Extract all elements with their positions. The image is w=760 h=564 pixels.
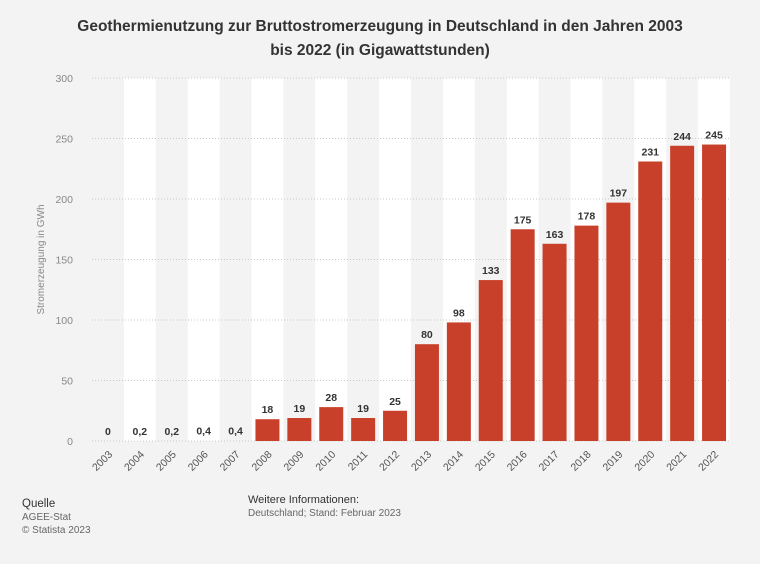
x-tick-label: 2011 xyxy=(346,449,371,474)
bar xyxy=(574,225,599,441)
data-label: 98 xyxy=(453,307,465,319)
bar xyxy=(478,280,503,441)
data-label: 0 xyxy=(105,426,111,438)
x-tick-label: 2003 xyxy=(90,449,115,474)
y-tick-label: 250 xyxy=(55,134,73,146)
bar xyxy=(638,161,663,442)
data-label: 0,2 xyxy=(133,426,148,438)
x-tick-label: 2021 xyxy=(664,449,689,474)
data-label: 133 xyxy=(482,265,500,277)
x-tick-label: 2020 xyxy=(632,449,657,474)
data-label: 244 xyxy=(673,131,691,143)
bar xyxy=(351,418,376,441)
y-tick-label: 0 xyxy=(67,436,73,448)
source-line-1: AGEE-Stat xyxy=(22,512,71,523)
bar xyxy=(287,418,312,441)
data-label: 0,4 xyxy=(228,426,243,438)
chart-title-line-2: bis 2022 (in Gigawattstunden) xyxy=(270,42,490,59)
info-block: Weitere Informationen: Deutschland; Stan… xyxy=(248,494,401,520)
data-label: 163 xyxy=(546,229,564,241)
bar xyxy=(255,419,280,441)
bar xyxy=(542,243,567,441)
x-tick-label: 2022 xyxy=(696,449,721,474)
data-label: 18 xyxy=(262,404,274,416)
x-tick-label: 2005 xyxy=(154,449,179,474)
data-label: 197 xyxy=(610,188,628,200)
y-tick-label: 300 xyxy=(55,73,73,85)
source-heading: Quelle xyxy=(22,498,56,510)
x-tick-label: 2018 xyxy=(569,449,594,474)
bar xyxy=(606,202,631,441)
data-label: 231 xyxy=(641,146,659,158)
data-label: 19 xyxy=(294,403,306,415)
chart-title-line-1: Geothermienutzung zur Bruttostromerzeugu… xyxy=(77,18,683,35)
chart-title: Geothermienutzung zur Bruttostromerzeugu… xyxy=(40,15,720,63)
data-label: 80 xyxy=(421,329,433,341)
x-tick-label: 2004 xyxy=(122,449,147,474)
data-label: 19 xyxy=(357,403,369,415)
info-heading[interactable]: Weitere Informationen: xyxy=(248,494,360,506)
bar xyxy=(702,144,727,442)
background-band xyxy=(123,78,156,441)
source-line-2: © Statista 2023 xyxy=(22,525,91,536)
x-tick-label: 2007 xyxy=(218,449,243,474)
bar xyxy=(319,407,344,441)
x-tick-label: 2016 xyxy=(505,449,530,474)
y-tick-label: 100 xyxy=(55,315,73,327)
y-tick-label: 200 xyxy=(55,194,73,206)
bar xyxy=(510,229,535,441)
bar xyxy=(446,322,471,441)
data-label: 0,2 xyxy=(164,426,179,438)
data-label: 178 xyxy=(578,211,596,223)
x-tick-label: 2010 xyxy=(313,449,338,474)
x-tick-label: 2017 xyxy=(537,449,562,474)
x-tick-label: 2015 xyxy=(473,449,498,474)
x-tick-label: 2013 xyxy=(409,449,434,474)
data-label: 0,4 xyxy=(196,426,211,438)
x-tick-label: 2014 xyxy=(441,449,466,474)
bar xyxy=(383,410,408,441)
source-block: Quelle AGEE-Stat © Statista 2023 xyxy=(22,498,91,537)
bar xyxy=(670,145,695,441)
y-tick-label: 150 xyxy=(55,255,73,267)
y-tick-label: 50 xyxy=(61,376,73,388)
x-tick-label: 2012 xyxy=(377,449,402,474)
data-label: 28 xyxy=(325,392,337,404)
bar xyxy=(414,344,439,441)
x-tick-label: 2019 xyxy=(600,449,625,474)
x-tick-label: 2008 xyxy=(250,449,275,474)
data-label: 175 xyxy=(514,214,532,226)
x-tick-label: 2009 xyxy=(281,449,306,474)
data-label: 245 xyxy=(705,130,723,142)
x-tick-label: 2006 xyxy=(186,449,211,474)
data-label: 25 xyxy=(389,396,401,408)
y-axis-label: Stromerzeugung in GWh xyxy=(36,204,47,314)
info-line: Deutschland; Stand: Februar 2023 xyxy=(248,508,401,519)
